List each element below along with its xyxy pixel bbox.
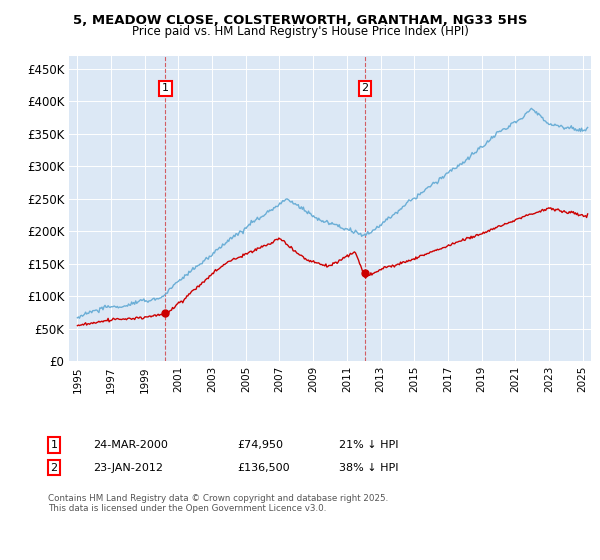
Text: 38% ↓ HPI: 38% ↓ HPI [339,463,398,473]
Text: 1: 1 [50,440,58,450]
Text: 24-MAR-2000: 24-MAR-2000 [93,440,168,450]
Text: 2: 2 [50,463,58,473]
Text: 23-JAN-2012: 23-JAN-2012 [93,463,163,473]
Text: Contains HM Land Registry data © Crown copyright and database right 2025.
This d: Contains HM Land Registry data © Crown c… [48,494,388,514]
Text: 2: 2 [361,83,368,94]
Text: £136,500: £136,500 [237,463,290,473]
Text: Price paid vs. HM Land Registry's House Price Index (HPI): Price paid vs. HM Land Registry's House … [131,25,469,38]
Text: 1: 1 [162,83,169,94]
Text: £74,950: £74,950 [237,440,283,450]
Text: 21% ↓ HPI: 21% ↓ HPI [339,440,398,450]
Text: 5, MEADOW CLOSE, COLSTERWORTH, GRANTHAM, NG33 5HS: 5, MEADOW CLOSE, COLSTERWORTH, GRANTHAM,… [73,14,527,27]
